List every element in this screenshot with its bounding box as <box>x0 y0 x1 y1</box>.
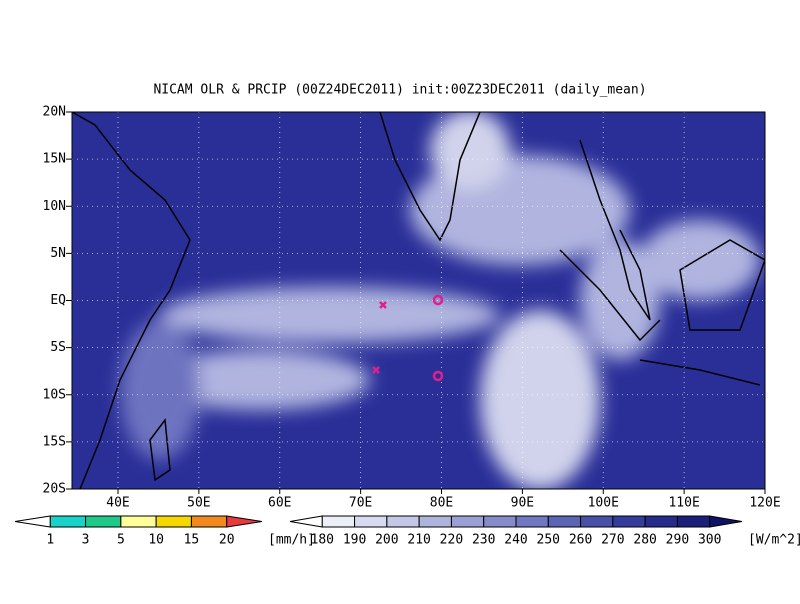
map-area <box>72 112 765 489</box>
colorbar-box <box>515 515 549 528</box>
colorbar-box <box>418 515 452 528</box>
colorbar-box <box>386 515 420 528</box>
colorbar-box <box>450 515 485 528</box>
colorbar-box <box>49 515 87 528</box>
colorbar-box <box>483 515 517 528</box>
colorbar-unit: [mm/h] <box>268 533 315 548</box>
colorbar-unit: [W/m^2] <box>748 533 800 548</box>
colorbar-box <box>676 515 711 528</box>
lat-label: 10N <box>43 199 66 214</box>
lat-label: EQ <box>50 293 66 308</box>
colorbar-label: 270 <box>601 533 624 548</box>
colorbar-box <box>547 515 582 528</box>
colorbar-label: 180 <box>311 533 334 548</box>
lon-label: 40E <box>106 496 129 511</box>
colorbar-box <box>644 515 678 528</box>
colorbar-label: 250 <box>537 533 560 548</box>
colorbar-label: 230 <box>472 533 495 548</box>
colorbar-label: 190 <box>343 533 366 548</box>
colorbar-label: 20 <box>219 533 235 548</box>
colorbar-label: 260 <box>569 533 592 548</box>
lat-label: 5S <box>50 340 66 355</box>
colorbar-box <box>321 515 356 528</box>
colorbar-label: 5 <box>117 533 125 548</box>
colorbar-box <box>120 515 157 528</box>
lon-label: 120E <box>749 496 780 511</box>
colorbar-label: 300 <box>698 533 721 548</box>
colorbar-arrow <box>226 515 263 528</box>
colorbar-box <box>155 515 192 528</box>
colorbar-label: 10 <box>148 533 164 548</box>
lon-label: 100E <box>588 496 619 511</box>
colorbar-label: 280 <box>633 533 656 548</box>
lon-label: 70E <box>349 496 372 511</box>
lon-label: 90E <box>511 496 534 511</box>
lon-label: 110E <box>668 496 699 511</box>
colorbar-label: 220 <box>440 533 463 548</box>
title: NICAM OLR & PRCIP (00Z24DEC2011) init:00… <box>153 83 646 98</box>
colorbar-box <box>85 515 122 528</box>
lat-label: 15N <box>43 152 66 167</box>
colorbar-label: 290 <box>666 533 689 548</box>
lat-label: 15S <box>43 434 66 449</box>
lat-label: 5N <box>50 246 66 261</box>
colorbar-arrow <box>14 515 51 528</box>
lat-label: 20N <box>43 105 66 120</box>
colorbar-box <box>612 515 646 528</box>
colorbar-box <box>354 515 388 528</box>
colorbar-arrow <box>289 515 323 528</box>
lon-label: 60E <box>268 496 291 511</box>
lon-label: 80E <box>430 496 453 511</box>
lat-label: 10S <box>43 387 66 402</box>
colorbar-arrow <box>709 515 743 528</box>
colorbar-label: 15 <box>184 533 200 548</box>
colorbar-label: 200 <box>375 533 398 548</box>
lon-label: 50E <box>187 496 210 511</box>
colorbar-box <box>580 515 614 528</box>
colorbar-box <box>190 515 228 528</box>
colorbar-label: 240 <box>504 533 527 548</box>
lat-label: 20S <box>43 482 66 497</box>
colorbar-label: 3 <box>82 533 90 548</box>
colorbar-label: 1 <box>46 533 54 548</box>
colorbar-label: 210 <box>407 533 430 548</box>
